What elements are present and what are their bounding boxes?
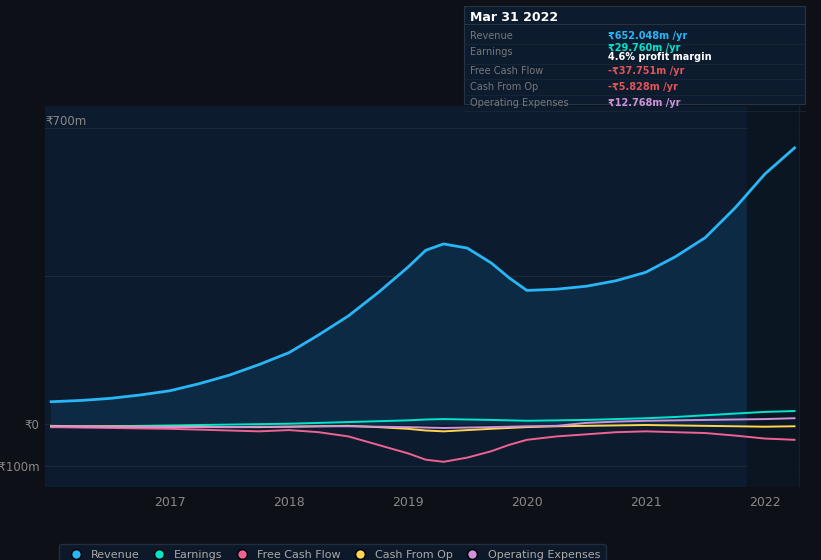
Legend: Revenue, Earnings, Free Cash Flow, Cash From Op, Operating Expenses: Revenue, Earnings, Free Cash Flow, Cash … [59, 544, 606, 560]
Text: -₹37.751m /yr: -₹37.751m /yr [608, 66, 684, 76]
Text: ₹700m: ₹700m [45, 115, 86, 128]
Text: ₹12.768m /yr: ₹12.768m /yr [608, 97, 680, 108]
Bar [747, 106, 800, 487]
Text: Operating Expenses: Operating Expenses [470, 97, 569, 108]
Text: 4.6% profit margin: 4.6% profit margin [608, 53, 711, 63]
Text: Earnings: Earnings [470, 47, 513, 57]
Text: ₹652.048m /yr: ₹652.048m /yr [608, 31, 687, 41]
Text: Cash From Op: Cash From Op [470, 82, 539, 92]
Text: ₹29.760m /yr: ₹29.760m /yr [608, 44, 680, 54]
Text: Revenue: Revenue [470, 31, 513, 41]
Text: Free Cash Flow: Free Cash Flow [470, 66, 544, 76]
Text: -₹5.828m /yr: -₹5.828m /yr [608, 82, 677, 92]
Text: Mar 31 2022: Mar 31 2022 [470, 11, 558, 25]
